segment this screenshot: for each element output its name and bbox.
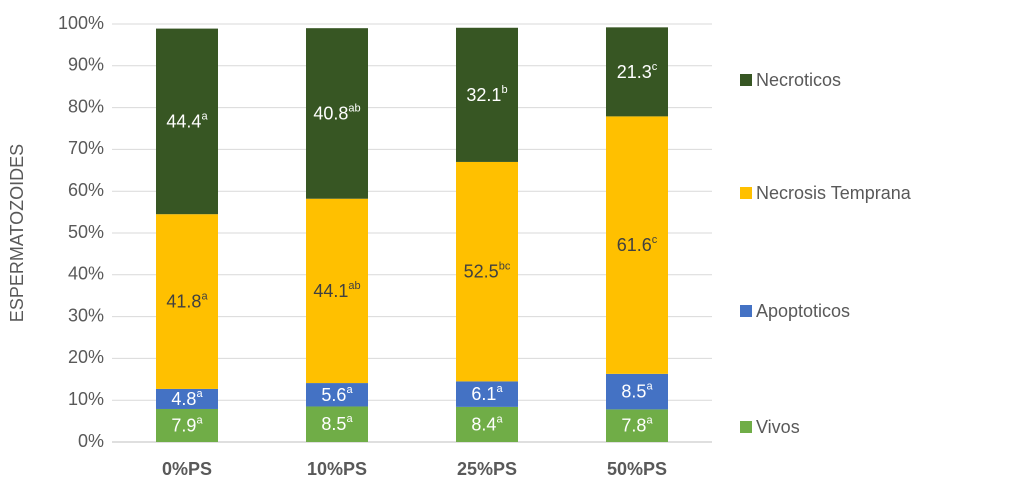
data-label-superscript: b (501, 84, 507, 96)
data-label: 8.4a (471, 413, 503, 434)
y-tick-label: 100% (58, 13, 104, 33)
legend-label: Apoptoticos (756, 301, 850, 321)
data-label: 44.4a (166, 110, 208, 131)
y-tick-label: 40% (68, 264, 104, 284)
data-label-value: 5.6 (321, 385, 346, 405)
legend-label: Necrosis Temprana (756, 183, 912, 203)
data-label: 21.3c (617, 61, 658, 82)
x-tick-label: 25%PS (457, 459, 517, 479)
legend-swatch (740, 187, 752, 199)
bar-segment (156, 214, 218, 389)
legend-swatch (740, 421, 752, 433)
bar-segment (606, 116, 668, 374)
data-label: 44.1ab (313, 280, 360, 301)
y-tick-label: 30% (68, 305, 104, 325)
data-label-value: 6.1 (471, 384, 496, 404)
data-label-superscript: a (201, 110, 208, 122)
y-tick-label: 10% (68, 389, 104, 409)
data-label-superscript: a (196, 388, 203, 400)
legend-label: Necroticos (756, 70, 841, 90)
data-label-value: 41.8 (166, 291, 201, 311)
data-label: 6.1a (471, 383, 503, 404)
data-label-value: 52.5 (464, 261, 499, 281)
bar-segment (306, 383, 368, 407)
y-tick-label: 50% (68, 222, 104, 242)
data-label-value: 44.1 (313, 281, 348, 301)
bar-segment (306, 198, 368, 384)
bar-segment (156, 388, 218, 409)
bar-segment (306, 406, 368, 442)
y-axis-label: ESPERMATOZOIDES (7, 144, 27, 322)
data-label: 52.5bc (464, 261, 511, 282)
data-label-value: 8.5 (621, 381, 646, 401)
data-label-superscript: a (646, 381, 653, 393)
legend-swatch (740, 74, 752, 86)
y-tick-label: 60% (68, 180, 104, 200)
y-tick-label: 20% (68, 347, 104, 367)
data-label-superscript: ab (348, 102, 360, 114)
legend-label: Vivos (756, 417, 800, 437)
data-label-value: 40.8 (313, 103, 348, 123)
data-label-superscript: a (196, 414, 203, 426)
data-label: 5.6a (321, 384, 353, 405)
data-label-superscript: a (496, 383, 503, 395)
bar-segment (156, 28, 218, 215)
data-label: 7.8a (621, 415, 653, 436)
data-label: 4.8a (171, 388, 203, 409)
data-label: 41.8a (166, 290, 208, 311)
bar-segment (456, 406, 518, 442)
bar-segment (456, 161, 518, 382)
data-label: 32.1b (466, 84, 507, 105)
x-tick-label: 10%PS (307, 459, 367, 479)
data-label-value: 61.6 (617, 235, 652, 255)
x-tick-label: 0%PS (162, 459, 212, 479)
data-label-superscript: c (652, 61, 658, 73)
y-tick-label: 0% (78, 431, 104, 451)
data-label-value: 7.8 (621, 415, 646, 435)
x-tick-label: 50%PS (607, 459, 667, 479)
bar-segment (456, 381, 518, 407)
data-label-value: 21.3 (617, 62, 652, 82)
data-label-value: 8.5 (321, 414, 346, 434)
data-label: 8.5a (321, 413, 353, 434)
data-label: 40.8ab (313, 102, 360, 123)
data-label: 61.6c (617, 234, 658, 255)
data-label: 7.9a (171, 414, 203, 435)
bar-segment (606, 409, 668, 442)
legend-swatch (740, 305, 752, 317)
data-label: 8.5a (621, 381, 653, 402)
bar-segment (606, 27, 668, 117)
data-label-superscript: c (652, 234, 658, 246)
bar-segment (156, 408, 218, 442)
data-label-superscript: a (346, 384, 353, 396)
data-label-value: 44.4 (166, 111, 201, 131)
y-tick-label: 70% (68, 138, 104, 158)
data-label-value: 8.4 (471, 414, 496, 434)
data-label-superscript: ab (348, 280, 360, 292)
y-tick-label: 90% (68, 55, 104, 75)
data-label-superscript: a (201, 290, 208, 302)
bar-segment (606, 373, 668, 410)
bar-segment (306, 28, 368, 199)
data-label-value: 32.1 (466, 85, 501, 105)
data-label-superscript: bc (499, 261, 511, 273)
data-label-value: 4.8 (171, 389, 196, 409)
bar-segment (456, 27, 518, 162)
data-label-superscript: a (496, 413, 503, 425)
y-tick-label: 80% (68, 96, 104, 116)
data-label-superscript: a (646, 415, 653, 427)
data-label-value: 7.9 (171, 415, 196, 435)
data-label-superscript: a (346, 413, 353, 425)
